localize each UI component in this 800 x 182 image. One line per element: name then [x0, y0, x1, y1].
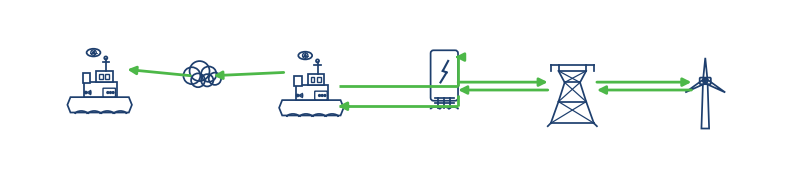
Bar	[296, 85, 328, 100]
Bar	[310, 77, 314, 82]
FancyBboxPatch shape	[103, 88, 115, 97]
Bar	[82, 73, 90, 83]
Bar	[317, 77, 321, 82]
Circle shape	[304, 55, 306, 56]
FancyBboxPatch shape	[314, 91, 327, 100]
Circle shape	[85, 91, 87, 94]
Bar	[294, 76, 302, 86]
Circle shape	[318, 95, 321, 96]
FancyBboxPatch shape	[700, 78, 711, 84]
Circle shape	[191, 73, 205, 87]
Bar	[307, 74, 325, 85]
Bar	[105, 74, 109, 80]
Circle shape	[209, 73, 221, 85]
Circle shape	[316, 59, 319, 62]
Ellipse shape	[86, 49, 101, 56]
Circle shape	[107, 92, 109, 94]
Circle shape	[302, 53, 308, 58]
Circle shape	[201, 74, 214, 86]
Circle shape	[703, 79, 707, 83]
Circle shape	[112, 92, 114, 94]
Circle shape	[296, 94, 298, 97]
Circle shape	[91, 50, 96, 55]
Circle shape	[110, 92, 111, 94]
Ellipse shape	[298, 52, 312, 59]
Circle shape	[322, 95, 323, 96]
Circle shape	[201, 66, 217, 82]
Circle shape	[104, 56, 107, 60]
Bar	[84, 82, 117, 97]
Circle shape	[183, 67, 200, 84]
FancyBboxPatch shape	[430, 50, 458, 101]
Circle shape	[190, 61, 210, 81]
Circle shape	[93, 52, 94, 54]
Circle shape	[324, 95, 326, 96]
Bar	[96, 71, 113, 82]
Bar	[99, 74, 102, 80]
